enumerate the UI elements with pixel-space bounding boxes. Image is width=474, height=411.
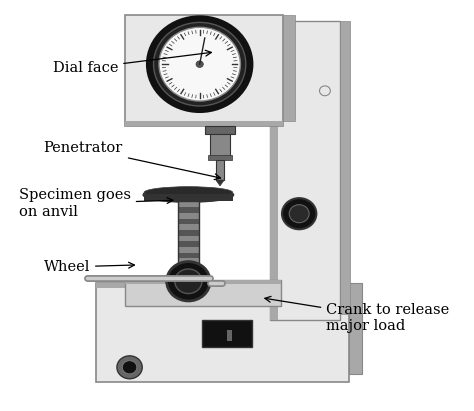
- Circle shape: [122, 361, 137, 374]
- FancyBboxPatch shape: [177, 264, 199, 270]
- FancyBboxPatch shape: [177, 230, 199, 236]
- FancyBboxPatch shape: [144, 194, 233, 201]
- FancyBboxPatch shape: [177, 241, 199, 247]
- Text: Crank to release
major load: Crank to release major load: [265, 296, 449, 333]
- FancyBboxPatch shape: [283, 15, 295, 121]
- FancyBboxPatch shape: [96, 283, 349, 382]
- Circle shape: [117, 356, 142, 379]
- FancyBboxPatch shape: [270, 21, 340, 320]
- FancyBboxPatch shape: [177, 207, 199, 213]
- FancyBboxPatch shape: [202, 320, 252, 347]
- FancyBboxPatch shape: [125, 121, 283, 126]
- Ellipse shape: [143, 187, 234, 202]
- FancyBboxPatch shape: [177, 259, 199, 264]
- FancyBboxPatch shape: [96, 283, 349, 288]
- FancyBboxPatch shape: [227, 330, 232, 341]
- FancyBboxPatch shape: [216, 160, 224, 180]
- Text: Penetrator: Penetrator: [44, 141, 220, 180]
- FancyBboxPatch shape: [349, 283, 362, 374]
- Circle shape: [148, 17, 252, 111]
- FancyBboxPatch shape: [205, 127, 235, 134]
- FancyBboxPatch shape: [125, 280, 281, 306]
- FancyBboxPatch shape: [208, 155, 232, 159]
- FancyBboxPatch shape: [177, 213, 199, 219]
- FancyBboxPatch shape: [270, 21, 278, 320]
- FancyBboxPatch shape: [340, 21, 350, 314]
- Circle shape: [289, 205, 309, 223]
- FancyBboxPatch shape: [177, 270, 199, 275]
- Circle shape: [159, 27, 240, 101]
- FancyBboxPatch shape: [125, 15, 283, 126]
- Circle shape: [175, 269, 202, 293]
- Circle shape: [319, 86, 330, 96]
- Circle shape: [167, 262, 210, 301]
- Circle shape: [196, 61, 203, 67]
- Circle shape: [282, 198, 316, 229]
- FancyBboxPatch shape: [177, 275, 199, 281]
- Circle shape: [154, 23, 246, 106]
- FancyBboxPatch shape: [125, 280, 281, 284]
- FancyBboxPatch shape: [177, 201, 199, 207]
- Text: Dial face: Dial face: [53, 50, 211, 75]
- FancyBboxPatch shape: [177, 247, 199, 253]
- Text: Specimen goes
on anvil: Specimen goes on anvil: [19, 188, 173, 219]
- Ellipse shape: [144, 187, 233, 198]
- FancyBboxPatch shape: [177, 253, 199, 259]
- FancyBboxPatch shape: [177, 236, 199, 241]
- Text: Wheel: Wheel: [44, 260, 135, 274]
- Polygon shape: [216, 180, 224, 186]
- FancyBboxPatch shape: [177, 224, 199, 230]
- FancyBboxPatch shape: [210, 134, 230, 156]
- FancyBboxPatch shape: [177, 219, 199, 224]
